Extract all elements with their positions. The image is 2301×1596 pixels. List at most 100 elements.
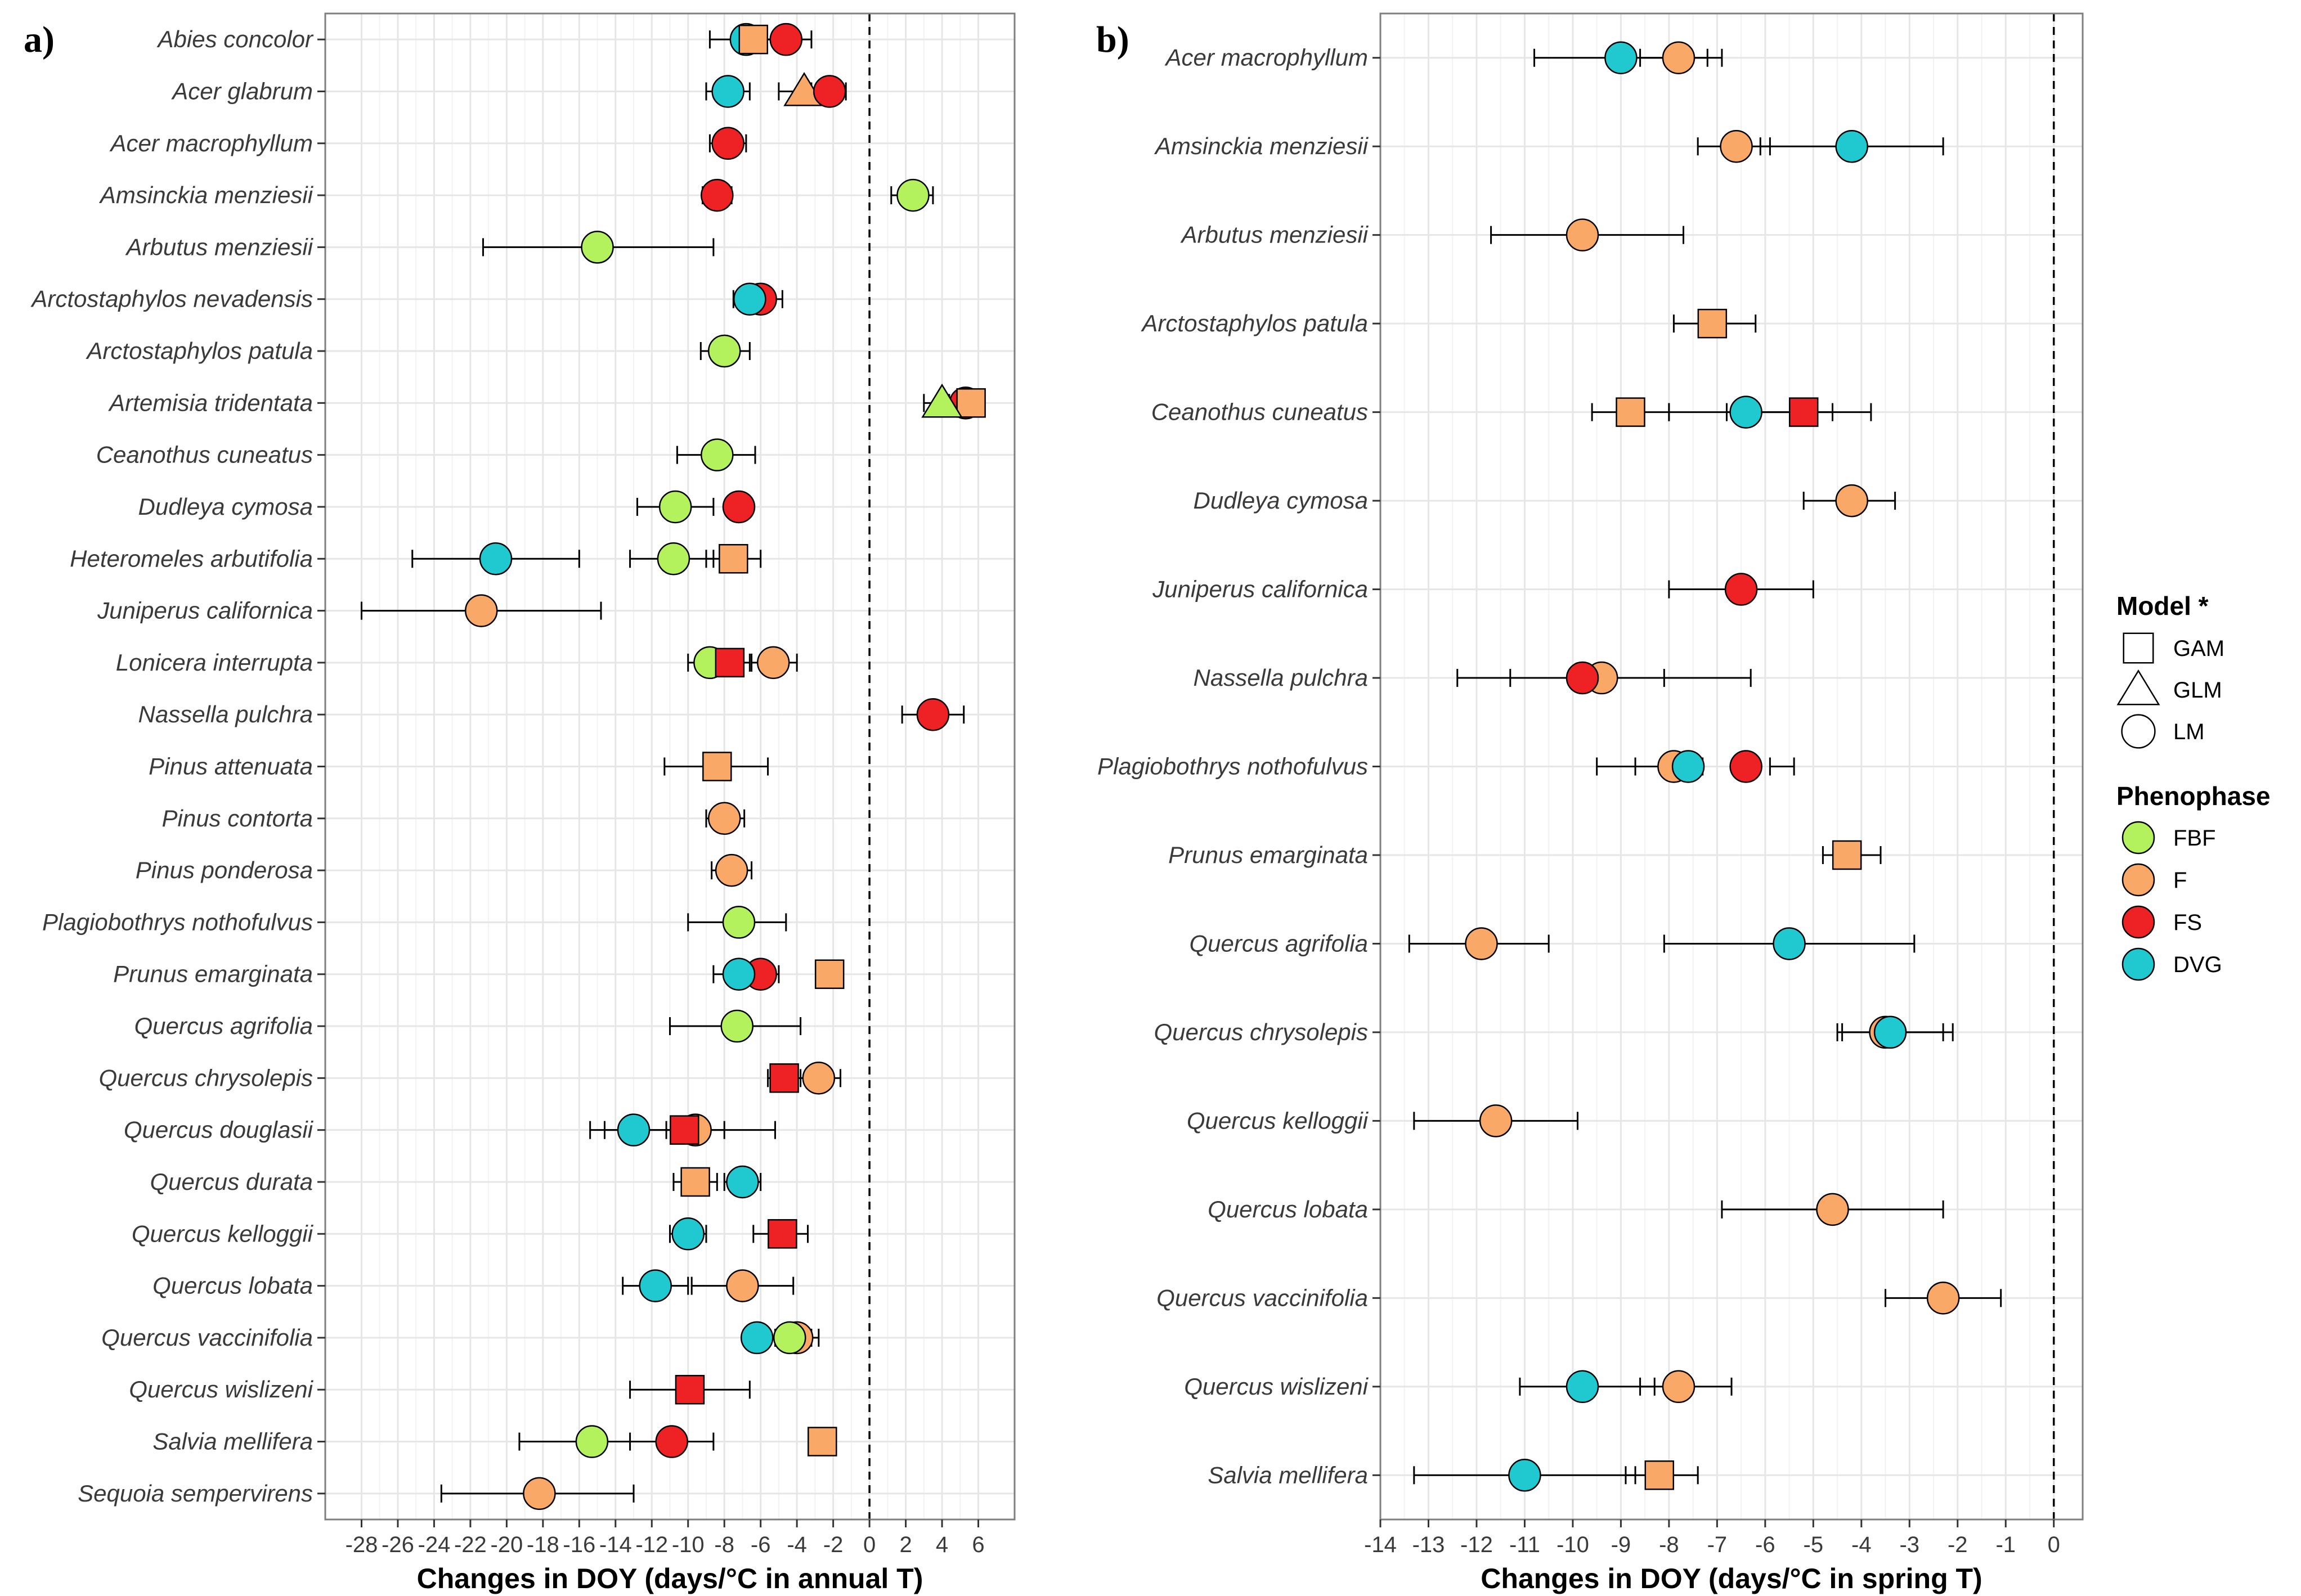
x-tick-label: -5 <box>1804 1532 1824 1557</box>
y-tick-label-amsinckia-menziesii: Amsinckia menziesii <box>98 182 314 208</box>
error-bar <box>1769 757 1795 776</box>
point-arbutus-menziesii-fbf-lm <box>581 231 614 264</box>
y-tick-label-quercus-kelloggii: Quercus kelloggii <box>1187 1107 1369 1134</box>
point-quercus-wislizeni-fs-gam <box>675 1374 705 1405</box>
point-acer-macrophyllum-f-lm <box>1662 41 1696 74</box>
y-tick-label-quercus-wislizeni: Quercus wislizeni <box>1184 1373 1369 1400</box>
y-tick-label-abies-concolor: Abies concolor <box>156 26 314 52</box>
y-tick-label-nassella-pulchra: Nassella pulchra <box>138 701 313 727</box>
x-tick-label: -10 <box>672 1532 705 1557</box>
x-tick-label: -4 <box>1851 1532 1872 1557</box>
point-amsinckia-menziesii-fbf-lm <box>896 178 930 212</box>
y-tick-label-ceanothus-cuneatus: Ceanothus cuneatus <box>1151 399 1368 425</box>
y-tick-label-lonicera-interrupta: Lonicera interrupta <box>116 649 313 676</box>
point-quercus-vaccinifolia-fbf-lm <box>773 1321 806 1355</box>
point-prunus-emarginata-f-gam <box>1832 840 1862 870</box>
x-axis-title: Changes in DOY (days/°C in annual T) <box>417 1563 923 1594</box>
x-tick-label: -2 <box>823 1532 844 1557</box>
y-tick-label-dudleya-cymosa: Dudleya cymosa <box>1194 487 1368 514</box>
x-tick-label: -28 <box>346 1532 378 1557</box>
point-sequoia-sempervirens-f-lm <box>523 1477 556 1510</box>
point-juniperus-californica-fs-lm <box>1724 573 1758 606</box>
point-plagiobothrys-nothofulvus-dvg-lm <box>1671 750 1705 783</box>
point-acer-glabrum-fs-lm <box>813 75 846 108</box>
point-quercus-kelloggii-f-lm <box>1479 1104 1513 1138</box>
y-tick-label-amsinckia-menziesii: Amsinckia menziesii <box>1154 133 1369 159</box>
point-acer-macrophyllum-dvg-lm <box>1604 41 1638 74</box>
point-quercus-douglasii-fs-gam <box>670 1115 699 1145</box>
y-tick-label-quercus-kelloggii: Quercus kelloggii <box>132 1220 314 1247</box>
point-acer-glabrum-dvg-lm <box>711 75 744 108</box>
point-ceanothus-cuneatus-f-gam <box>1616 397 1645 427</box>
x-tick-label: -6 <box>751 1532 771 1557</box>
y-tick-label-quercus-douglasii: Quercus douglasii <box>124 1117 314 1143</box>
point-ceanothus-cuneatus-fs-gam <box>1788 397 1819 427</box>
y-tick-label-quercus-durata: Quercus durata <box>150 1168 313 1195</box>
point-nassella-pulchra-fs-lm <box>916 698 950 731</box>
point-lonicera-interrupta-f-lm <box>757 646 790 680</box>
x-tick-label: -18 <box>527 1532 559 1557</box>
y-tick-label-quercus-agrifolia: Quercus agrifolia <box>1190 930 1368 956</box>
y-tick-label-heteromeles-arbutifolia: Heteromeles arbutifolia <box>70 545 313 572</box>
y-tick-label-arctostaphylos-nevadensis: Arctostaphylos nevadensis <box>30 286 313 312</box>
x-tick-label: -12 <box>1460 1532 1493 1557</box>
x-tick-label: -10 <box>1557 1532 1589 1557</box>
point-lonicera-interrupta-fs-gam <box>715 648 745 678</box>
legend-phenophase-label-fbf: FBF <box>2173 826 2216 851</box>
x-tick-label: -16 <box>563 1532 595 1557</box>
point-prunus-emarginata-f-gam <box>814 959 845 989</box>
y-tick-label-quercus-chrysolepis: Quercus chrysolepis <box>99 1064 313 1091</box>
point-quercus-chrysolepis-fs-gam <box>769 1063 799 1093</box>
y-tick-label-quercus-vaccinifolia: Quercus vaccinifolia <box>1156 1284 1368 1311</box>
point-arbutus-menziesii-f-lm <box>1566 218 1599 251</box>
x-tick-label: 0 <box>863 1532 876 1557</box>
point-quercus-durata-f-gam <box>680 1167 710 1197</box>
point-quercus-kelloggii-fs-gam <box>768 1219 797 1249</box>
legend-phenophase-label-fs: FS <box>2173 910 2202 935</box>
point-quercus-chrysolepis-dvg-lm <box>1873 1015 1907 1049</box>
y-tick-label-artemisia-tridentata: Artemisia tridentata <box>107 389 313 416</box>
y-tick-label-arbutus-menziesii: Arbutus menziesii <box>125 233 314 260</box>
gridlines <box>325 14 1015 1519</box>
point-artemisia-tridentata-f-gam <box>956 388 986 418</box>
legend-phenophase-label-dvg: DVG <box>2173 952 2222 977</box>
point-quercus-kelloggii-dvg-lm <box>671 1217 705 1251</box>
x-tick-label: -11 <box>1509 1532 1540 1557</box>
x-tick-label: -14 <box>599 1532 632 1557</box>
legend: Model * GAM GLM LM Phenophase FBF F FS DVG <box>2116 591 2271 981</box>
x-tick-label: -9 <box>1611 1532 1631 1557</box>
x-tick-label: -13 <box>1412 1532 1445 1557</box>
panel-b: Acer macrophyllum Amsinckia menziesii Arbu… <box>1096 12 2084 1594</box>
y-tick-label-prunus-emarginata: Prunus emarginata <box>1168 842 1368 868</box>
point-quercus-vaccinifolia-dvg-lm <box>740 1321 774 1355</box>
x-tick-label: -14 <box>1364 1532 1397 1557</box>
point-dudleya-cymosa-fs-lm <box>722 490 756 524</box>
x-tick-label: -26 <box>382 1532 414 1557</box>
point-juniperus-californica-f-lm <box>464 594 498 627</box>
gridlines <box>1379 14 2083 1519</box>
point-quercus-agrifolia-f-lm <box>1465 927 1498 960</box>
x-tick-label: -1 <box>1995 1532 2016 1557</box>
x-axis-title: Changes in DOY (days/°C in spring T) <box>1481 1563 1982 1594</box>
y-tick-label-ceanothus-cuneatus: Ceanothus cuneatus <box>96 442 313 468</box>
legend-fbf-key <box>2121 821 2155 855</box>
point-ceanothus-cuneatus-dvg-lm <box>1729 395 1762 429</box>
y-tick-label-juniperus-californica: Juniperus californica <box>1152 576 1368 603</box>
point-pinus-attenuata-f-gam <box>702 752 732 781</box>
error-bar <box>1456 669 1665 687</box>
x-tick-label: -24 <box>418 1532 451 1557</box>
point-prunus-emarginata-dvg-lm <box>722 957 756 991</box>
y-tick-label-acer-macrophyllum: Acer macrophyllum <box>1164 44 1368 71</box>
point-arctostaphylos-nevadensis-dvg-lm <box>733 282 766 316</box>
y-tick-label-arctostaphylos-patula: Arctostaphylos patula <box>1140 310 1368 336</box>
point-salvia-mellifera-fbf-lm <box>575 1425 609 1458</box>
legend-fs-key <box>2121 905 2155 939</box>
x-tick-label: -20 <box>490 1532 523 1557</box>
point-plagiobothrys-nothofulvus-fs-lm <box>1729 750 1762 783</box>
x-tick-label: -8 <box>714 1532 734 1557</box>
point-heteromeles-arbutifolia-f-gam <box>719 544 748 574</box>
point-ceanothus-cuneatus-fbf-lm <box>701 438 734 471</box>
y-tick-label-plagiobothrys-nothofulvus: Plagiobothrys nothofulvus <box>1097 753 1368 780</box>
x-tick-label: -8 <box>1659 1532 1679 1557</box>
y-tick-label-prunus-emarginata: Prunus emarginata <box>113 961 313 987</box>
